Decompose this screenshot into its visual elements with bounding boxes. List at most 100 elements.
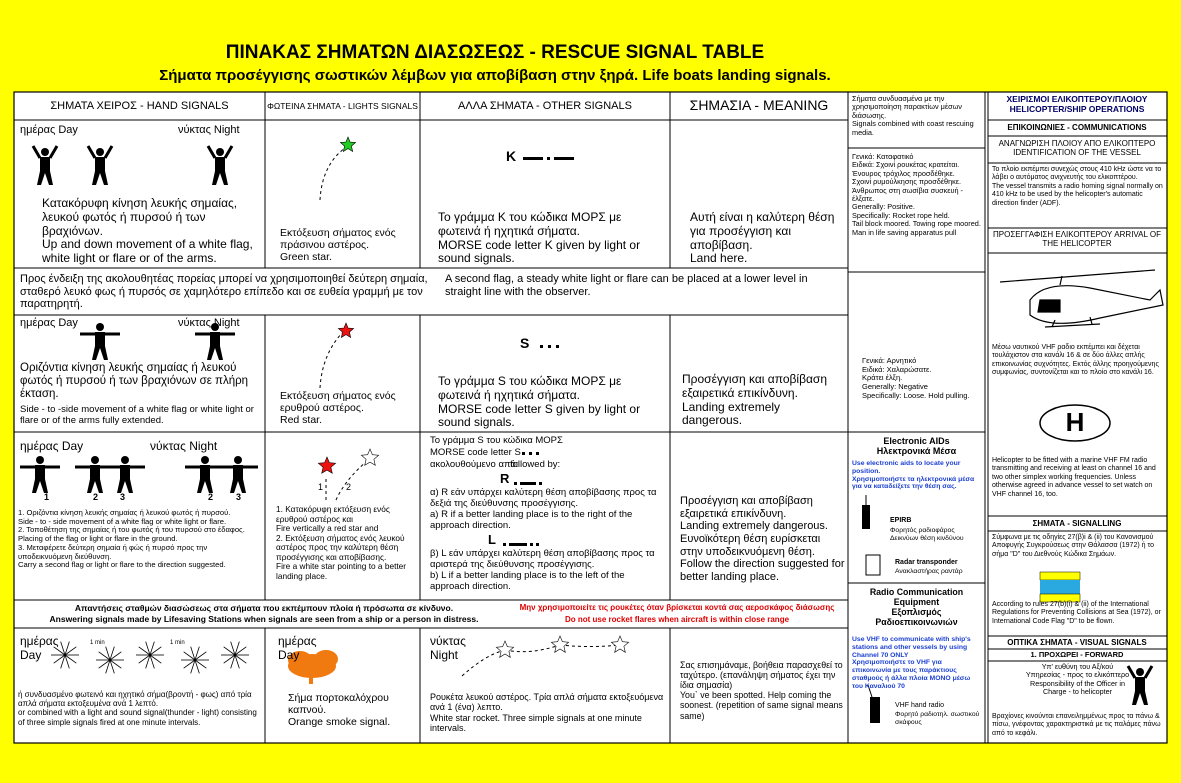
burst-icon bbox=[183, 651, 196, 661]
positive: Σχοινί ρυμούλκησης προσδέθηκε. bbox=[852, 177, 962, 187]
text-block: Απαντήσεις σταθμών διασώσεως στα σήματα … bbox=[14, 603, 514, 614]
gr: Προς ένδειξη της ακολουθητέας πορείας μπ… bbox=[20, 273, 428, 311]
text-block: Φορητός ραδιοφάρος Δεικνύων θέση κινδύνο… bbox=[890, 527, 982, 543]
burst-icon bbox=[183, 659, 196, 669]
text-block: Φορητό ραδιοτηλ. σωστικού σκάφους bbox=[895, 711, 983, 727]
text-block: 1. Κατακόρυφη εκτόξευση ενός ερυθρού αστ… bbox=[276, 504, 416, 581]
en: Fire vertically a red star and bbox=[276, 523, 379, 534]
en: A second flag, a steady white light or f… bbox=[445, 273, 808, 298]
follow-en: followed by: bbox=[510, 459, 561, 470]
text-block: 1 bbox=[318, 482, 323, 492]
other-gr: Το γράμμα S του κώδικα ΜΟΡΣ με φωτεινά ή… bbox=[438, 374, 622, 402]
light-gr: Εκτόξευση σήματος ενός ερυθρού αστέρος. bbox=[280, 390, 396, 415]
text-block: 1. ΠΡΟΧΩΡΕΙ - FORWARD bbox=[990, 650, 1164, 660]
burst-icon bbox=[109, 651, 122, 661]
c2-en: Orange smoke signal. bbox=[288, 716, 391, 729]
burst-icon bbox=[234, 641, 240, 656]
burst-icon bbox=[234, 654, 247, 664]
meaning-en2: Follow the direction suggested for bette… bbox=[680, 558, 845, 583]
star-icon bbox=[495, 640, 515, 658]
text-block: Το πλοίο εκπέμπει συνεχώς στους 410 kHz … bbox=[992, 166, 1164, 208]
text-block: α) R εάν υπάρχει καλύτερη θέση αποβίβαση… bbox=[430, 487, 665, 532]
burst-icon bbox=[109, 659, 115, 674]
burst-icon bbox=[234, 654, 240, 669]
burst-icon bbox=[64, 654, 70, 669]
hand-gr: Οριζόντια κίνηση λευκής σημαίας ή λευκού… bbox=[20, 362, 249, 401]
figure-icon bbox=[216, 148, 224, 156]
burst-icon bbox=[105, 659, 111, 674]
text-block: Answering signals made by Lifesaving Sta… bbox=[14, 614, 514, 625]
burst-icon bbox=[53, 646, 66, 656]
burst-icon bbox=[194, 659, 200, 674]
title: ΠΙΝΑΚΑΣ ΣΗΜΑΤΩΝ ΔΙΑΣΩΣΕΩΣ - RESCUE SIGNA… bbox=[225, 42, 765, 63]
burst-icon bbox=[60, 654, 66, 669]
panels bbox=[13, 91, 1168, 744]
hand-gr: Κατακόρυφη κίνηση λευκής σημαίας, λευκού… bbox=[42, 196, 238, 238]
intro-gr: Το γράμμα S του κώδικα ΜΟΡΣ bbox=[430, 435, 563, 446]
text-block: Helicopter to be fitted with a marine VH… bbox=[992, 457, 1164, 499]
text-block: Το γράμμα S του κώδικα ΜΟΡΣ bbox=[430, 435, 563, 447]
meaning-gr2: Ευνοϊκότερη θέση ευρίσκεται στην υποδεικ… bbox=[680, 532, 821, 558]
burst-icon bbox=[105, 646, 111, 661]
figure-icon bbox=[86, 145, 114, 159]
follow-gr: ακολουθούμενο από: bbox=[430, 459, 519, 470]
figure-icon bbox=[32, 465, 48, 493]
figure-icon bbox=[230, 465, 246, 493]
burst-icon bbox=[60, 641, 66, 656]
b-en: b) L if a better landing place is to the… bbox=[430, 569, 625, 592]
figure-icon bbox=[1136, 668, 1144, 676]
text-block: ΑΝΑΓΝΩΡΙΣΗ ΠΛΟΙΟΥ ΑΠΟ ΕΛΙΚΟΠΤΕΡΟ IDENTIF… bbox=[990, 139, 1164, 157]
text-block: MORSE code letter S bbox=[430, 447, 521, 459]
title-en: Electronic AIDs bbox=[883, 436, 950, 446]
fwd-en: Responsibility of the Officer in Charge … bbox=[1030, 678, 1125, 696]
text-block: 1 bbox=[44, 492, 49, 502]
figure-icon bbox=[92, 157, 108, 185]
burst-icon bbox=[149, 654, 155, 669]
positive: Γενικά: Καταφατικό bbox=[852, 152, 914, 161]
subtitle: Σήματα προσέγγισης σωστικών λέμβων για α… bbox=[159, 67, 831, 84]
figure-icon bbox=[212, 157, 228, 185]
a-gr: α) R εάν υπάρχει καλύτερη θέση αποβίβαση… bbox=[430, 487, 657, 509]
text-block: 2 bbox=[208, 492, 213, 502]
text-block: Γενικά: Καταφατικό Ειδικά: Σχοινί ρουκέτα… bbox=[852, 152, 982, 237]
meaning-gr: Προσέγγιση και αποβίβαση εξαιρετικά επικ… bbox=[680, 495, 813, 520]
burst-icon bbox=[145, 654, 151, 669]
text-block: Το γράμμα K του κώδικα ΜΟΡΣ με φωτεινά ή… bbox=[438, 210, 663, 266]
numbers: 1 bbox=[44, 492, 50, 502]
en: Carry a second flag or light or flare to… bbox=[18, 560, 226, 570]
text-block: Προσέγγιση και αποβίβαση εξαιρετικά επικ… bbox=[682, 372, 842, 428]
burst-icon bbox=[138, 654, 151, 664]
negative: Generally: Negative bbox=[862, 381, 928, 391]
text-block: 2 bbox=[346, 482, 351, 492]
desc-gr: Χρησιμοποιήστε τα ηλεκτρονικά μέσα για ν… bbox=[852, 475, 975, 491]
gr: 1. Οριζόντια κίνηση λευκής σημαίας ή λευ… bbox=[18, 508, 231, 517]
burst-icon bbox=[149, 654, 162, 664]
signalling: ΣΗΜΑΤΑ - SIGNALLING bbox=[1032, 519, 1122, 528]
numbers: 2 bbox=[208, 492, 214, 502]
text-block: ΕΠΙΚΟΙΝΩΝΙΕΣ - COMMUNICATIONS bbox=[990, 123, 1164, 132]
burst-icon bbox=[98, 659, 111, 669]
burst-icon bbox=[234, 646, 247, 656]
gr: 2. Εκτόξευση σήματος ενός λευκού αστέρος… bbox=[276, 532, 405, 562]
l: L bbox=[488, 532, 496, 547]
morse: K bbox=[506, 148, 517, 164]
desc-gr: Χρησιμοποιήστε το VHF για επικοινωνία με… bbox=[852, 659, 971, 690]
text-block: Use VHF to communicate with ship's stati… bbox=[852, 636, 982, 691]
text-block: Ρουκέτα λευκού αστέρος. Τρία απλά σήματα… bbox=[430, 692, 665, 733]
text-block: νύκτας Night bbox=[178, 317, 240, 330]
meaning-en: Landing extremely dangerous. bbox=[680, 520, 828, 533]
text-block: followed by: bbox=[510, 459, 561, 471]
coast-en: Signals combined with coast rescuing med… bbox=[852, 119, 974, 137]
day: ημέρας Day bbox=[20, 124, 78, 136]
burst-icon bbox=[149, 641, 155, 656]
c4-en: You` ve been spotted. Help coming the so… bbox=[680, 690, 843, 721]
light-en: Green star. bbox=[280, 251, 332, 264]
forward: 1. ΠΡΟΧΩΡΕΙ - FORWARD bbox=[1030, 650, 1124, 659]
title: ΧΕΙΡΙΣΜΟΙ ΕΛΙΚΟΠΤΕΡΟΥ/ΠΛΟΙΟΥ HELICOPTER/… bbox=[1006, 94, 1148, 114]
c1-gr: ή συνδυασμένο φωτεινό και ηχητικό σήμα(β… bbox=[18, 690, 252, 709]
warn-en: Do not use rocket flares when aircraft i… bbox=[564, 615, 790, 624]
text-block: Το γράμμα S του κώδικα ΜΟΡΣ με φωτεινά ή… bbox=[438, 374, 663, 430]
c3-gr: Ρουκέτα λευκού αστέρος. Τρία απλά σήματα… bbox=[430, 692, 664, 713]
light-gr: Εκτόξευση σήματος ενός πράσινου αστέρος. bbox=[280, 227, 396, 252]
